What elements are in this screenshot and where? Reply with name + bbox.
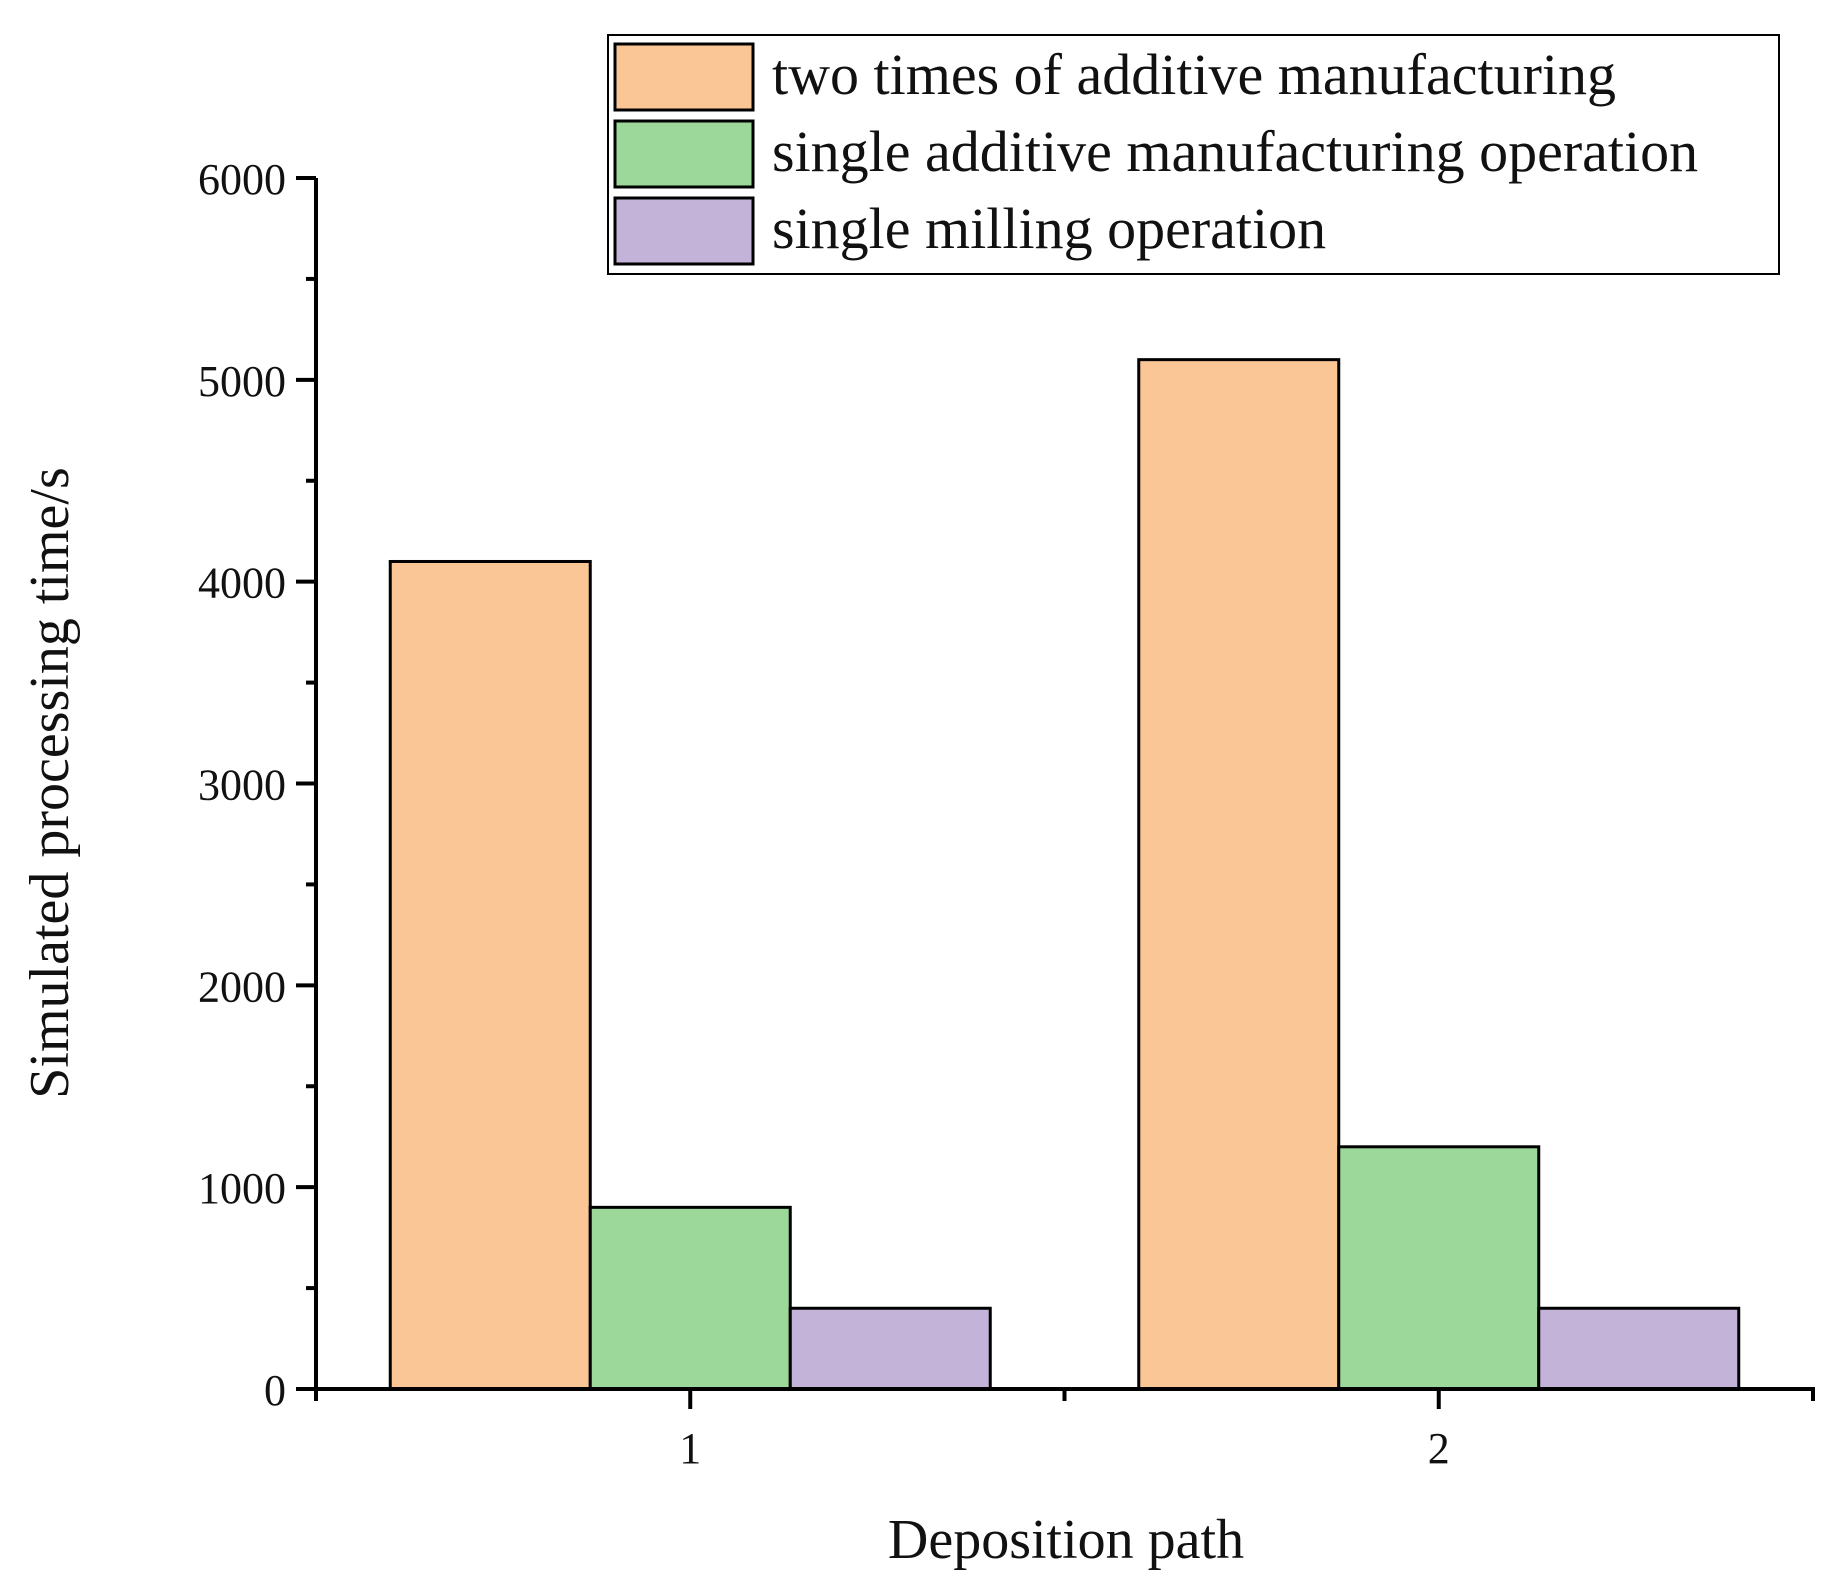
bar-1-cat-1 (388, 559, 592, 1391)
axis-ticks: 0 1000 2000 3000 4000 5000 6000 1 2 (198, 155, 1815, 1473)
legend-swatch (613, 196, 755, 266)
legend-items: two times of additive manufacturing singl… (613, 42, 1698, 266)
y-tick-label: 1000 (198, 1164, 286, 1213)
bar-3-cat-2 (1537, 1306, 1741, 1391)
legend-label: single additive manufacturing operation (772, 119, 1698, 184)
bars (388, 358, 1741, 1391)
bar-1-cat-2 (1137, 358, 1341, 1391)
y-tick-label: 2000 (198, 962, 286, 1011)
legend-swatch (613, 119, 755, 189)
y-tick-label: 0 (264, 1366, 286, 1415)
legend-label: two times of additive manufacturing (772, 42, 1616, 107)
y-tick-label: 4000 (198, 559, 286, 608)
bar-2-cat-2 (1337, 1145, 1541, 1391)
bar-2-cat-1 (588, 1205, 792, 1391)
y-tick-label: 6000 (198, 155, 286, 204)
x-tick-label: 1 (679, 1424, 701, 1473)
x-axis-title: Deposition path (888, 1509, 1244, 1571)
bar-3-cat-1 (788, 1306, 992, 1391)
y-tick-label: 5000 (198, 357, 286, 406)
y-axis-title: Simulated processing time/s (19, 467, 81, 1098)
legend: two times of additive manufacturing singl… (607, 34, 1780, 275)
x-tick-label: 2 (1428, 1424, 1450, 1473)
legend-label: single milling operation (772, 196, 1326, 261)
legend-swatch (613, 42, 755, 112)
legend-frame (607, 34, 1780, 275)
y-tick-label: 3000 (198, 761, 286, 810)
